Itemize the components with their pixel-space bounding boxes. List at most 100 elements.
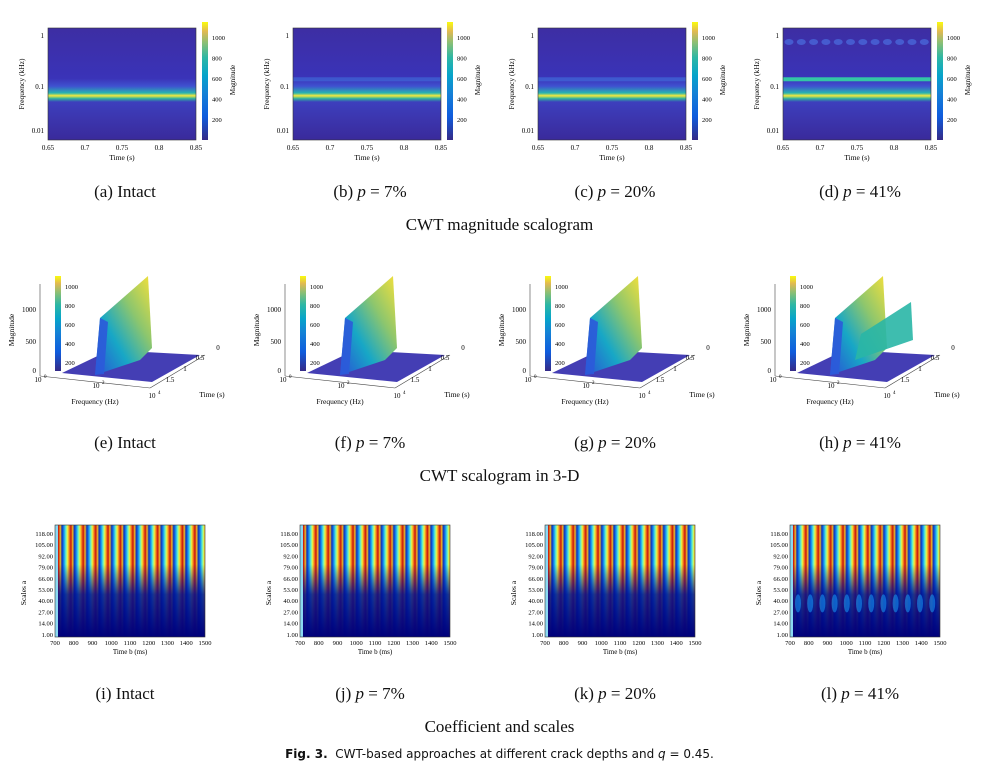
- harmonic-blob: [870, 39, 880, 45]
- x-tick-label: 10: [525, 376, 533, 384]
- z-tick-label: 0: [768, 367, 772, 375]
- colorbar-tick: 1000: [310, 284, 323, 291]
- y-tick-label: 0.01: [522, 127, 535, 135]
- colorbar: [300, 276, 306, 371]
- y-axis-label: Scales a: [754, 580, 763, 605]
- colorbar-tick: 800: [800, 303, 810, 310]
- x-tick-label: 0.75: [606, 144, 619, 152]
- x-tick-label: 1200: [142, 640, 155, 647]
- colorbar-tick: 1000: [555, 284, 568, 291]
- y-tick-label: 0: [706, 344, 710, 352]
- y-tick-label: 1: [673, 365, 677, 373]
- z-tick-label: 0: [278, 367, 282, 375]
- y-tick-label: 1: [531, 32, 535, 40]
- z-tick-label: 1000: [757, 306, 772, 314]
- colorbar-tick: 800: [212, 56, 222, 63]
- row3-caption-1: (j) p = 7%: [285, 684, 455, 704]
- x-axis-label: Time (s): [844, 153, 870, 162]
- y-tick-label: 66.00: [283, 576, 298, 583]
- figure-caption-text: CWT-based approaches at different crack …: [335, 747, 659, 761]
- x-tick-label: 1100: [369, 640, 382, 647]
- x-tick-label: 900: [578, 640, 588, 647]
- z-tick-label: 500: [26, 338, 37, 346]
- caption-prefix: (g): [574, 433, 599, 452]
- x-axis-label: Frequency (Hz): [316, 397, 364, 406]
- x-axis-label: Frequency (Hz): [561, 397, 609, 406]
- x-tick-exponent: 0: [779, 375, 782, 380]
- x-tick-label: 1200: [632, 640, 645, 647]
- colorbar-tick: 400: [800, 341, 810, 348]
- row1-caption-3: (d) p = 41%: [775, 182, 945, 202]
- colorbar-tick: 600: [212, 76, 222, 83]
- scalogram-2d-2: 1 0.1 0.01 0.65 0.7 0.75 0.8 0.85 Time (s) Freque…: [507, 22, 727, 162]
- y-tick-label: 79.00: [283, 565, 298, 572]
- z-axis-label: Magnitude: [7, 313, 16, 346]
- colorbar-label: Magnitude: [719, 65, 727, 95]
- equals: =: [364, 684, 383, 703]
- x-tick-label: 0.8: [890, 144, 899, 152]
- y-tick-label: 92.00: [773, 553, 788, 560]
- harmonic-blob: [895, 39, 905, 45]
- colorbar-tick: 1000: [212, 35, 225, 42]
- colorbar-tick: 400: [702, 97, 712, 104]
- x-tick-label: 0.7: [81, 144, 90, 152]
- colorbar-label: Magnitude: [474, 65, 482, 95]
- y-axis-label: Frequency (kHz): [752, 58, 761, 110]
- low-scale-feature: [868, 594, 875, 613]
- x-tick-label: 0.7: [571, 144, 580, 152]
- y-tick-label: 118.00: [280, 531, 298, 538]
- x-tick-label: 1500: [689, 640, 702, 647]
- equals: =: [365, 182, 384, 201]
- y-tick-label: 0.5: [441, 354, 450, 362]
- surface-ridge: [585, 276, 642, 375]
- coefficient-plot-0: 118.00 105.00 92.00 79.00 66.00 53.00 40.00 27.…: [19, 524, 212, 656]
- caption-prefix: (l): [820, 684, 842, 703]
- low-scale-feature: [856, 594, 862, 613]
- y-tick-label: 92.00: [38, 553, 53, 560]
- p-symbol: p: [355, 433, 365, 452]
- y-tick-label: 53.00: [38, 587, 53, 594]
- y-tick-label: 0: [216, 344, 220, 352]
- y-tick-label: 40.00: [773, 598, 788, 605]
- x-tick-label: 1000: [350, 640, 363, 647]
- scalogram-2d-0: 1 0.1 0.01 0.65 0.7 0.75 0.8 0.85 Time (s) Freque…: [17, 22, 237, 162]
- z-tick-label: 1000: [22, 306, 37, 314]
- z-tick-label: 0: [33, 367, 37, 375]
- x-tick-label: 1300: [406, 640, 419, 647]
- x-tick-label: 1000: [840, 640, 853, 647]
- y-tick-label: 0.1: [770, 83, 779, 91]
- x-tick-exponent: 0: [44, 375, 47, 380]
- x-tick-label: 0.85: [435, 144, 448, 152]
- colorbar-tick: 800: [702, 56, 712, 63]
- y-tick-label: 53.00: [773, 587, 788, 594]
- colorbar: [55, 276, 61, 371]
- harmonic-blob: [907, 39, 917, 45]
- x-tick-label: 1500: [444, 640, 457, 647]
- p-symbol: p: [355, 684, 365, 703]
- x-tick-label: 0.65: [532, 144, 545, 152]
- colorbar: [447, 22, 453, 140]
- y-tick-label: 14.00: [773, 621, 788, 628]
- x-tick-label: 1100: [859, 640, 872, 647]
- colorbar-tick: 600: [947, 76, 957, 83]
- colorbar-label: Magnitude: [229, 65, 237, 95]
- y-tick-label: 0.5: [196, 354, 205, 362]
- x-axis-label: Time b (ms): [603, 648, 638, 656]
- colorbar-tick: 1000: [947, 35, 960, 42]
- x-axis-label: Frequency (Hz): [806, 397, 854, 406]
- colorbar: [790, 276, 796, 371]
- colorbar-tick: 800: [65, 303, 75, 310]
- caption-prefix: (a) Intact: [94, 182, 156, 201]
- y-axis-label: Scales a: [19, 580, 28, 605]
- x-tick-label: 1400: [180, 640, 193, 647]
- z-tick-label: 500: [271, 338, 282, 346]
- colorbar: [202, 22, 208, 140]
- figure-caption: Fig. 3. CWT-based approaches at differen…: [0, 747, 999, 761]
- low-scale-feature: [795, 594, 801, 613]
- x-tick-label: 10: [583, 382, 591, 390]
- equals: =: [851, 182, 870, 201]
- y-tick-label: 79.00: [773, 565, 788, 572]
